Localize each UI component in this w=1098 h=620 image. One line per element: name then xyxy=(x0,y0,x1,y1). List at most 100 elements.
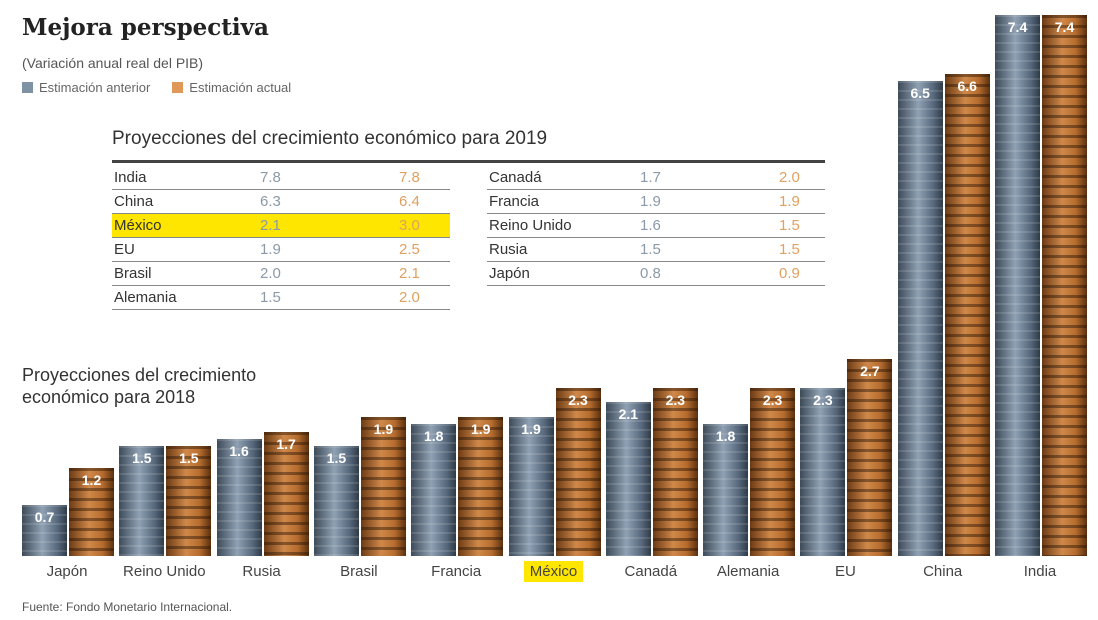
bar-curr: 2.3 xyxy=(555,387,601,556)
value-prev: 1.6 xyxy=(640,217,661,234)
bar-curr: 1.5 xyxy=(166,446,212,556)
bar-value-label: 1.5 xyxy=(132,450,152,467)
x-tick-text: Rusia xyxy=(242,563,281,580)
bar-prev: 1.6 xyxy=(216,439,262,556)
legend-swatch-curr xyxy=(172,82,184,93)
value-prev: 2.1 xyxy=(260,217,281,234)
x-tick-label: Rusia xyxy=(215,563,309,580)
value-curr: 1.5 xyxy=(779,241,800,258)
value-prev: 0.8 xyxy=(640,265,661,282)
bar-curr: 2.7 xyxy=(847,358,893,556)
country-name: México xyxy=(114,217,162,234)
value-curr: 7.8 xyxy=(399,169,420,186)
legend-item-curr: Estimación actual xyxy=(172,80,291,95)
country-name: EU xyxy=(114,241,135,258)
bar-value-label: 1.5 xyxy=(179,450,199,467)
bar-value-label: 6.6 xyxy=(957,77,977,94)
x-tick-label: Japón xyxy=(20,563,114,580)
country-name: Canadá xyxy=(489,169,542,186)
bar-value-label: 1.5 xyxy=(326,450,347,467)
x-tick-text: Brasil xyxy=(340,563,378,580)
source-note: Fuente: Fondo Monetario Internacional. xyxy=(22,600,233,614)
x-tick-label: Reino Unido xyxy=(117,563,211,580)
value-curr: 6.4 xyxy=(399,193,420,210)
table-row: México 2.1 3.0 xyxy=(112,214,450,238)
x-tick-text: Reino Unido xyxy=(123,563,206,580)
table-row: Canadá 1.7 2.0 xyxy=(487,166,825,190)
bar-curr: 1.9 xyxy=(458,417,504,556)
table-row: Brasil 2.0 2.1 xyxy=(112,262,450,286)
bar-prev: 1.8 xyxy=(411,424,457,556)
value-curr: 2.1 xyxy=(399,265,420,282)
value-prev: 2.0 xyxy=(260,265,281,282)
x-tick-text: China xyxy=(923,563,963,580)
bar-curr: 2.3 xyxy=(652,387,698,556)
country-name: Brasil xyxy=(114,265,152,282)
bar-curr: 1.9 xyxy=(360,417,406,556)
bar-value-label: 2.1 xyxy=(618,406,639,423)
x-tick-label: Canadá xyxy=(604,563,698,580)
chart-title: Mejora perspectiva xyxy=(22,14,269,41)
bar-prev: 2.3 xyxy=(800,387,846,556)
country-name: India xyxy=(114,169,147,186)
country-name: Francia xyxy=(489,193,540,210)
bar-value-label: 2.7 xyxy=(860,362,880,379)
legend-swatch-prev xyxy=(22,82,33,93)
table-row: India 7.8 7.8 xyxy=(112,166,450,190)
bar-curr: 1.7 xyxy=(263,431,309,556)
chart-subtitle: (Variación anual real del PIB) xyxy=(22,55,204,71)
x-tick-text: Canadá xyxy=(624,563,678,580)
table-row: EU 1.9 2.5 xyxy=(112,238,450,262)
bar-prev: 1.5 xyxy=(119,446,165,556)
value-curr: 1.5 xyxy=(779,217,800,234)
value-curr: 0.9 xyxy=(779,265,800,282)
value-prev: 1.7 xyxy=(640,169,661,186)
x-tick-label: India xyxy=(993,563,1087,580)
table-2019-title: Proyecciones del crecimiento económico p… xyxy=(112,128,548,149)
bar-curr: 2.3 xyxy=(750,387,796,556)
country-name: Rusia xyxy=(489,241,528,258)
bar-prev: 0.7 xyxy=(22,504,67,556)
bar-value-label: 1.9 xyxy=(521,421,541,438)
legend-label: Estimación anterior xyxy=(39,80,151,95)
country-name: China xyxy=(114,193,154,210)
value-curr: 1.9 xyxy=(779,193,800,210)
value-curr: 2.5 xyxy=(399,241,420,258)
bar-prev: 2.1 xyxy=(605,402,651,556)
x-tick-label: México xyxy=(507,561,601,582)
bar-value-label: 1.8 xyxy=(423,428,444,445)
legend-label: Estimación actual xyxy=(189,80,292,95)
bar-prev: 1.8 xyxy=(703,424,749,556)
x-tick-text: Japón xyxy=(46,563,88,580)
x-tick-label: Alemania xyxy=(701,563,795,580)
table-row: Japón 0.8 0.9 xyxy=(487,262,825,286)
value-curr: 3.0 xyxy=(399,217,420,234)
bar-value-label: 2.3 xyxy=(568,391,588,408)
bar-curr: 6.6 xyxy=(944,73,990,556)
legend: Estimación anterior Estimación actual xyxy=(22,80,291,95)
table-row: China 6.3 6.4 xyxy=(112,190,450,214)
chart-2018-title: Proyecciones del crecimiento económico p… xyxy=(22,365,257,407)
bar-prev: 6.5 xyxy=(897,80,943,556)
x-tick-label: EU xyxy=(798,563,892,580)
bar-value-label: 1.9 xyxy=(373,421,394,438)
bar-value-label: 1.6 xyxy=(229,443,249,460)
table-rule xyxy=(112,160,825,163)
value-prev: 6.3 xyxy=(260,193,281,210)
bar-value-label: 1.2 xyxy=(81,472,102,489)
x-tick-label: Francia xyxy=(409,563,503,580)
x-tick-text: India xyxy=(1023,563,1057,580)
x-tick-text: Alemania xyxy=(716,563,780,580)
bar-prev: 7.4 xyxy=(995,15,1040,556)
bar-value-label: 2.3 xyxy=(762,391,783,408)
x-tick-text: México xyxy=(523,561,584,582)
x-tick-label: China xyxy=(896,563,990,580)
table-2019-left: India 7.8 7.8 China 6.3 6.4 México 2.1 3.0 EU 1.9 2… xyxy=(112,166,450,310)
bar-value-label: 6.5 xyxy=(910,84,930,101)
table-row: Francia 1.9 1.9 xyxy=(487,190,825,214)
value-prev: 1.9 xyxy=(260,241,281,258)
table-row: Alemania 1.5 2.0 xyxy=(112,286,450,310)
bar-value-label: 7.4 xyxy=(1054,19,1075,35)
bar-value-label: 1.8 xyxy=(715,428,736,445)
